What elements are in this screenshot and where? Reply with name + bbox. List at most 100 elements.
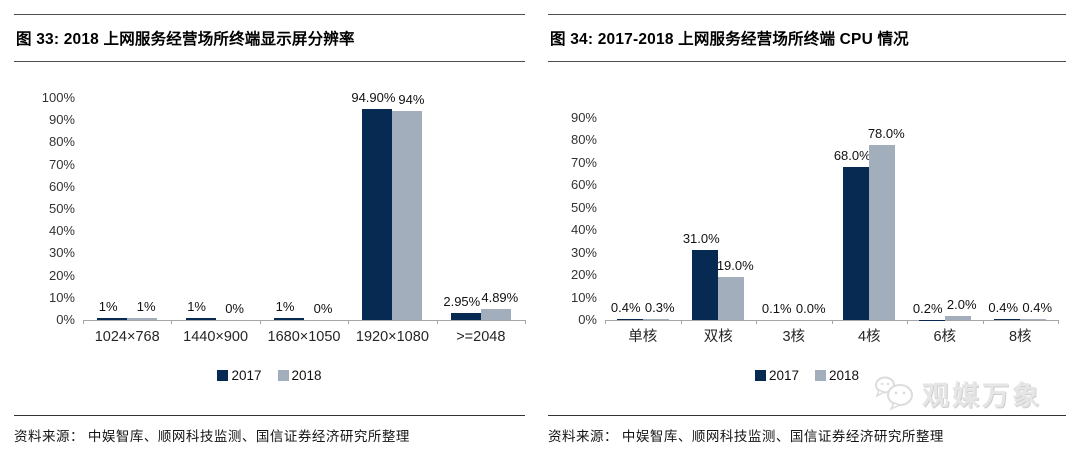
y-axis-label: 60% bbox=[48, 178, 75, 194]
axis-tick bbox=[171, 320, 173, 324]
data-label-2017: 0.4% bbox=[610, 300, 641, 316]
data-label-2018: 94% bbox=[398, 92, 425, 108]
y-axis-label: 80% bbox=[570, 132, 597, 148]
chart-legend: 2017 2018 bbox=[548, 368, 1066, 383]
legend-swatch-2017 bbox=[217, 370, 229, 381]
x-axis-line bbox=[83, 320, 525, 321]
legend-item-2018: 2018 bbox=[815, 368, 859, 383]
y-axis-label: 100% bbox=[41, 90, 75, 105]
data-label-2018: 4.89% bbox=[481, 290, 519, 306]
y-axis-label: 10% bbox=[48, 289, 75, 305]
x-axis-category-label: 1680×1050 bbox=[267, 329, 341, 345]
source-text: 资料来源： 中娱智库、顺网科技监测、国信证券经济研究所整理 bbox=[14, 429, 410, 444]
source-note: 资料来源： 中娱智库、顺网科技监测、国信证券经济研究所整理 bbox=[14, 415, 525, 445]
bar-2017 bbox=[994, 319, 1021, 320]
y-axis-label: 90% bbox=[570, 110, 597, 125]
chart-legend: 2017 2018 bbox=[14, 368, 525, 383]
bar-2017 bbox=[692, 250, 719, 320]
x-axis-category-label: 6核 bbox=[933, 329, 957, 345]
data-label-2017: 1% bbox=[275, 298, 295, 314]
figure-title: 图 34: 2017-2018 上网服务经营场所终端 CPU 情况 bbox=[548, 14, 1066, 62]
data-label-2017: 68.0% bbox=[833, 148, 871, 164]
x-axis-category-label: >=2048 bbox=[456, 329, 506, 345]
y-axis-label: 60% bbox=[570, 177, 597, 193]
x-axis-category-label: 4核 bbox=[857, 329, 881, 345]
y-axis-label: 10% bbox=[570, 289, 597, 305]
bar-2017 bbox=[362, 109, 393, 320]
legend-swatch-2018 bbox=[277, 370, 289, 381]
data-label-2017: 0.1% bbox=[761, 300, 792, 316]
x-axis-category-label: 1024×768 bbox=[94, 329, 160, 345]
x-axis-category-label: 单核 bbox=[628, 329, 658, 345]
data-label-2017: 94.90% bbox=[351, 90, 396, 106]
y-axis-label: 90% bbox=[48, 112, 75, 128]
source-note: 资料来源： 中娱智库、顺网科技监测、国信证券经济研究所整理 bbox=[548, 415, 1066, 445]
data-label-2018: 78.0% bbox=[867, 125, 905, 141]
figure-panel-34: 图 34: 2017-2018 上网服务经营场所终端 CPU 情况 90% 80%… bbox=[548, 14, 1066, 450]
legend-item-2017: 2017 bbox=[754, 368, 799, 383]
y-axis-label: 40% bbox=[570, 222, 597, 238]
y-axis-label: 0% bbox=[56, 312, 75, 327]
figure-panel-33: 图 33: 2018 上网服务经营场所终端显示屏分辨率 100% 90% 80% 70… bbox=[14, 14, 526, 450]
data-label-2017: 1% bbox=[98, 298, 118, 314]
figure-title-text: 图 34: 2017-2018 上网服务经营场所终端 CPU 情况 bbox=[550, 31, 909, 48]
legend-swatch-2017 bbox=[754, 370, 766, 381]
bar-2018 bbox=[392, 111, 423, 320]
figure-title: 图 33: 2018 上网服务经营场所终端显示屏分辨率 bbox=[14, 14, 525, 62]
y-axis-label: 30% bbox=[48, 245, 75, 261]
axis-tick bbox=[831, 320, 833, 324]
x-axis-category-label: 3核 bbox=[782, 329, 806, 345]
x-axis-category-label: 8核 bbox=[1008, 329, 1032, 345]
y-axis-label: 40% bbox=[48, 223, 75, 239]
bar-2017 bbox=[843, 167, 870, 320]
axis-tick bbox=[1058, 320, 1059, 324]
axis-tick bbox=[83, 320, 84, 324]
axis-tick bbox=[259, 320, 261, 324]
bar-2017 bbox=[274, 317, 304, 320]
x-axis-category-label: 双核 bbox=[703, 329, 733, 345]
bar-2018 bbox=[1020, 319, 1047, 320]
y-axis-label: 50% bbox=[570, 199, 597, 215]
data-label-2017: 2.95% bbox=[443, 294, 481, 310]
y-axis-label: 20% bbox=[48, 267, 75, 283]
x-axis-category-label: 1920×1080 bbox=[355, 329, 429, 345]
legend-item-2017: 2017 bbox=[217, 368, 262, 383]
axis-tick bbox=[756, 320, 757, 324]
bar-2017 bbox=[450, 313, 481, 320]
axis-tick bbox=[348, 320, 350, 324]
y-axis-label: 20% bbox=[570, 267, 597, 283]
legend-swatch-2018 bbox=[815, 370, 826, 381]
axis-tick bbox=[525, 320, 526, 324]
bar-2017 bbox=[616, 319, 643, 320]
y-axis-label: 0% bbox=[578, 312, 597, 327]
x-axis-category-label: 1440×900 bbox=[183, 329, 249, 345]
data-label-2018: 2.0% bbox=[946, 296, 977, 312]
bar-2018 bbox=[642, 319, 669, 320]
y-axis-label: 70% bbox=[48, 156, 75, 172]
data-label-2018: 0.0% bbox=[795, 301, 826, 316]
y-axis-label: 80% bbox=[48, 134, 75, 150]
bar-2017 bbox=[97, 317, 128, 320]
legend-label: 2017 bbox=[231, 368, 262, 383]
bar-2018 bbox=[127, 317, 158, 320]
y-axis-label: 30% bbox=[570, 244, 597, 260]
y-axis-label: 50% bbox=[48, 201, 75, 216]
bar-2017 bbox=[185, 317, 216, 320]
figure-title-text: 图 33: 2018 上网服务经营场所终端显示屏分辨率 bbox=[16, 31, 355, 48]
bar-2018 bbox=[480, 309, 511, 320]
axis-tick bbox=[605, 320, 606, 324]
bar-chart-cpu: 90% 80% 70% 60% 50% 40% 30% 20% 10% 0% 0.4% 0.3% 单核 3… bbox=[548, 14, 1066, 450]
source-text: 资料来源： 中娱智库、顺网科技监测、国信证券经济研究所整理 bbox=[548, 429, 944, 444]
data-label-2017: 0.4% bbox=[988, 300, 1019, 316]
axis-tick bbox=[680, 320, 682, 324]
data-label-2018: 0% bbox=[313, 301, 333, 316]
legend-item-2018: 2018 bbox=[277, 368, 322, 383]
y-axis-label: 70% bbox=[570, 154, 597, 170]
bar-chart-resolution: 100% 90% 80% 70% 60% 50% 40% 30% 20% 10% 0% 1% 1% 102… bbox=[14, 14, 526, 450]
legend-label: 2018 bbox=[829, 368, 860, 383]
data-label-2017: 31.0% bbox=[682, 231, 720, 247]
bar-2018 bbox=[718, 277, 745, 320]
data-label-2018: 0.3% bbox=[644, 300, 675, 316]
data-label-2018: 0.4% bbox=[1022, 300, 1053, 316]
legend-label: 2018 bbox=[291, 368, 322, 383]
